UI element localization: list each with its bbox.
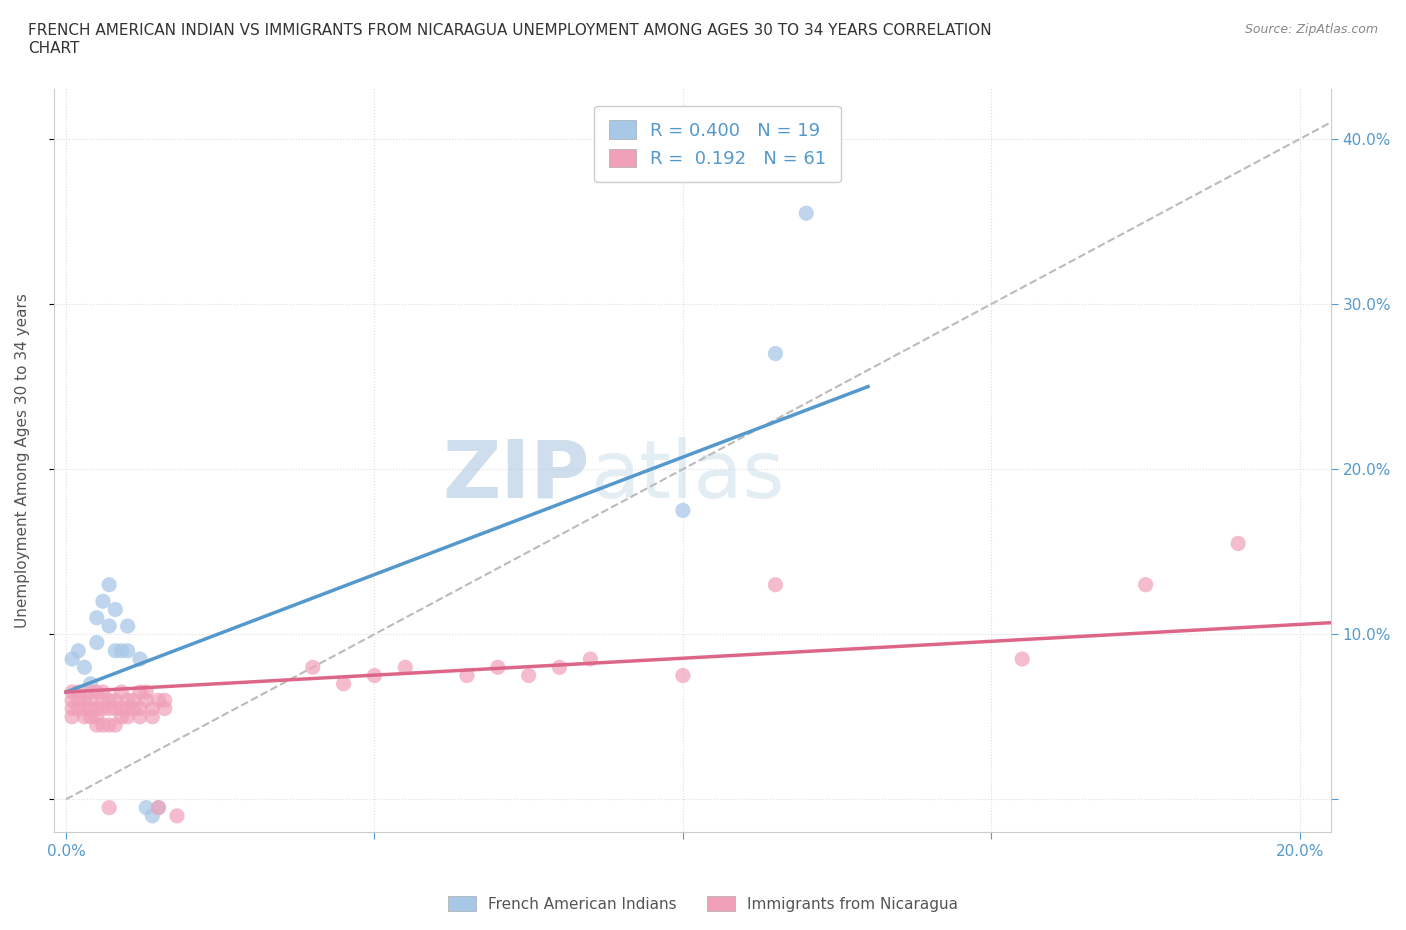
Point xyxy=(301,660,323,675)
Point xyxy=(60,684,83,699)
Point xyxy=(86,635,108,650)
Point xyxy=(110,684,132,699)
Point xyxy=(1011,652,1033,667)
Point xyxy=(67,701,90,716)
Point xyxy=(91,718,114,733)
Point xyxy=(104,718,127,733)
Point xyxy=(73,660,96,675)
Point xyxy=(117,701,139,716)
Point xyxy=(60,693,83,708)
Point xyxy=(548,660,571,675)
Point xyxy=(98,618,121,633)
Point xyxy=(67,644,90,658)
Point xyxy=(117,644,139,658)
Point xyxy=(86,718,108,733)
Point xyxy=(135,800,157,815)
Point xyxy=(60,710,83,724)
Point xyxy=(110,644,132,658)
Point xyxy=(86,710,108,724)
Point xyxy=(672,668,695,683)
Point xyxy=(110,710,132,724)
Point xyxy=(135,684,157,699)
Legend: French American Indians, Immigrants from Nicaragua: French American Indians, Immigrants from… xyxy=(441,889,965,918)
Point xyxy=(104,701,127,716)
Point xyxy=(98,718,121,733)
Point xyxy=(148,800,170,815)
Point xyxy=(67,693,90,708)
Point xyxy=(765,346,787,361)
Point xyxy=(73,701,96,716)
Point xyxy=(141,710,163,724)
Text: ZIP: ZIP xyxy=(443,437,591,515)
Point xyxy=(1227,536,1250,551)
Point xyxy=(98,578,121,592)
Point xyxy=(104,693,127,708)
Point xyxy=(332,676,354,691)
Point xyxy=(148,693,170,708)
Point xyxy=(148,800,170,815)
Text: Source: ZipAtlas.com: Source: ZipAtlas.com xyxy=(1244,23,1378,36)
Point xyxy=(794,206,817,220)
Point xyxy=(73,693,96,708)
Point xyxy=(1135,578,1157,592)
Point xyxy=(166,808,188,823)
Point xyxy=(110,701,132,716)
Point xyxy=(141,808,163,823)
Point xyxy=(86,610,108,625)
Point xyxy=(486,660,509,675)
Point xyxy=(91,693,114,708)
Point xyxy=(67,684,90,699)
Point xyxy=(86,701,108,716)
Text: atlas: atlas xyxy=(591,437,785,515)
Point xyxy=(394,660,416,675)
Point xyxy=(122,701,145,716)
Point xyxy=(135,693,157,708)
Point xyxy=(122,693,145,708)
Point xyxy=(153,693,176,708)
Point xyxy=(79,676,101,691)
Point xyxy=(117,693,139,708)
Point xyxy=(117,710,139,724)
Point xyxy=(153,701,176,716)
Point xyxy=(117,618,139,633)
Y-axis label: Unemployment Among Ages 30 to 34 years: Unemployment Among Ages 30 to 34 years xyxy=(15,294,30,629)
Point xyxy=(104,602,127,617)
Point xyxy=(104,644,127,658)
Point xyxy=(91,701,114,716)
Point xyxy=(60,701,83,716)
Text: FRENCH AMERICAN INDIAN VS IMMIGRANTS FROM NICARAGUA UNEMPLOYMENT AMONG AGES 30 T: FRENCH AMERICAN INDIAN VS IMMIGRANTS FRO… xyxy=(28,23,991,56)
Point xyxy=(79,701,101,716)
Point xyxy=(79,684,101,699)
Point xyxy=(79,693,101,708)
Point xyxy=(60,652,83,667)
Point xyxy=(579,652,602,667)
Point xyxy=(98,701,121,716)
Point xyxy=(98,693,121,708)
Point xyxy=(73,710,96,724)
Point xyxy=(141,701,163,716)
Point xyxy=(672,503,695,518)
Point xyxy=(456,668,478,683)
Legend: R = 0.400   N = 19, R =  0.192   N = 61: R = 0.400 N = 19, R = 0.192 N = 61 xyxy=(595,106,841,182)
Point xyxy=(91,593,114,608)
Point xyxy=(86,684,108,699)
Point xyxy=(129,701,152,716)
Point xyxy=(765,578,787,592)
Point xyxy=(91,684,114,699)
Point xyxy=(129,684,152,699)
Point xyxy=(363,668,385,683)
Point xyxy=(79,710,101,724)
Point xyxy=(98,800,121,815)
Point xyxy=(129,652,152,667)
Point xyxy=(129,710,152,724)
Point xyxy=(517,668,540,683)
